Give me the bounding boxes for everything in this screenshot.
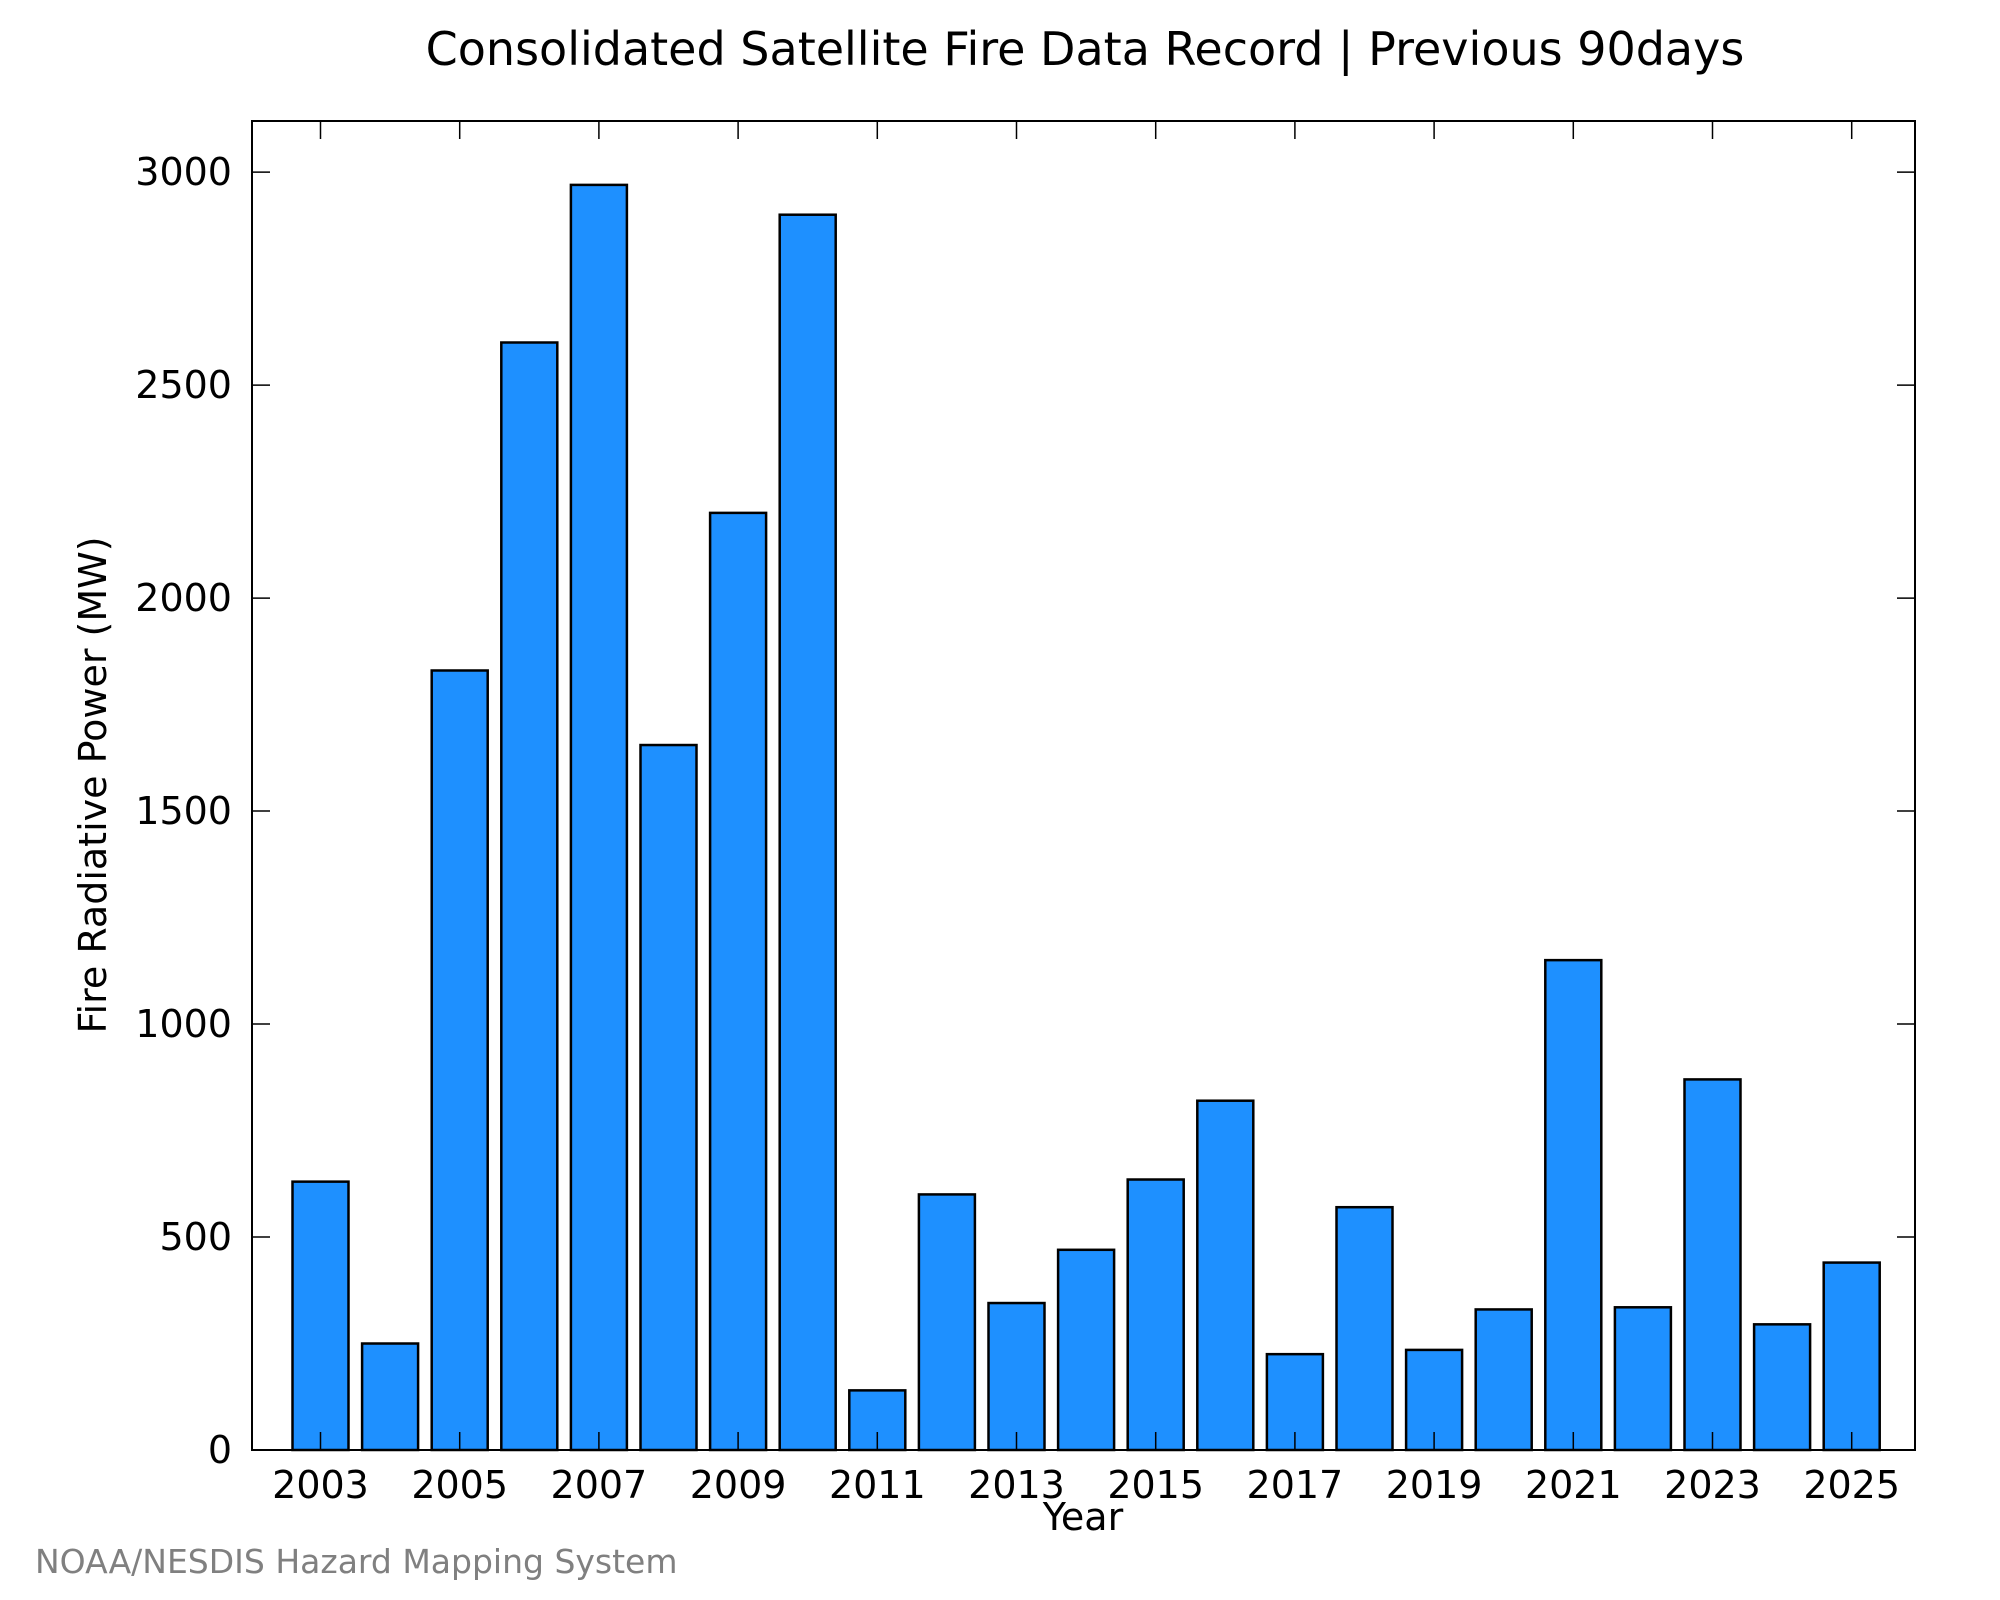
bar-2016 (1196, 1099, 1255, 1452)
bar-2013 (987, 1301, 1046, 1452)
x-tick-label-2023: 2023 (1664, 1463, 1761, 1507)
bar-2003 (291, 1180, 350, 1452)
x-tick-label-2021: 2021 (1525, 1463, 1622, 1507)
x-tick-label-2005: 2005 (411, 1463, 508, 1507)
ticks-layer: 2003 2005 2007 2009 2011 2013 2015 2017 2019 2021… (135, 121, 1915, 1507)
bar-2025 (1822, 1261, 1881, 1452)
bar-2006 (500, 341, 559, 1452)
bar-2014 (1056, 1248, 1116, 1452)
chart-title: Consolidated Satellite Fire Data Record … (426, 22, 1745, 77)
y-tick-label-1500: 1500 (135, 789, 232, 833)
x-tick-label-2015: 2015 (1107, 1463, 1204, 1507)
bar-2005 (430, 669, 489, 1452)
bar-2015 (1126, 1178, 1185, 1452)
bar-2023 (1683, 1078, 1742, 1452)
bar-2020 (1474, 1308, 1533, 1452)
bar-2008 (639, 743, 698, 1452)
x-tick-label-2003: 2003 (272, 1463, 369, 1507)
y-tick-label-3000: 3000 (135, 150, 232, 194)
x-tick-label-2019: 2019 (1386, 1463, 1483, 1507)
bar-2024 (1752, 1323, 1812, 1452)
y-axis-label: Fire Radiative Power (MW) (71, 536, 115, 1033)
bar-2007 (569, 183, 629, 1452)
x-tick-label-2025: 2025 (1803, 1463, 1900, 1507)
y-tick-label-0: 0 (208, 1428, 232, 1472)
x-tick-label-2013: 2013 (968, 1463, 1065, 1507)
bars-layer (291, 183, 1881, 1452)
bar-2012 (917, 1193, 977, 1452)
x-tick-label-2011: 2011 (829, 1463, 926, 1507)
x-axis-label: Year (1042, 1495, 1124, 1539)
bar-2022 (1613, 1306, 1673, 1452)
credit-text: NOAA/NESDIS Hazard Mapping System (35, 1542, 678, 1581)
bar-2004 (360, 1342, 420, 1452)
x-tick-label-2009: 2009 (690, 1463, 787, 1507)
y-tick-label-1000: 1000 (135, 1002, 232, 1046)
y-tick-label-2500: 2500 (135, 363, 232, 407)
bar-2009 (708, 511, 768, 1452)
x-tick-label-2017: 2017 (1247, 1463, 1344, 1507)
bar-2010 (778, 213, 837, 1452)
bar-2021 (1544, 958, 1603, 1452)
y-tick-label-500: 500 (159, 1215, 232, 1259)
x-tick-label-2007: 2007 (551, 1463, 648, 1507)
plot-area-frame (251, 120, 1916, 1451)
y-tick-label-2000: 2000 (135, 576, 232, 620)
bar-2018 (1335, 1205, 1394, 1452)
